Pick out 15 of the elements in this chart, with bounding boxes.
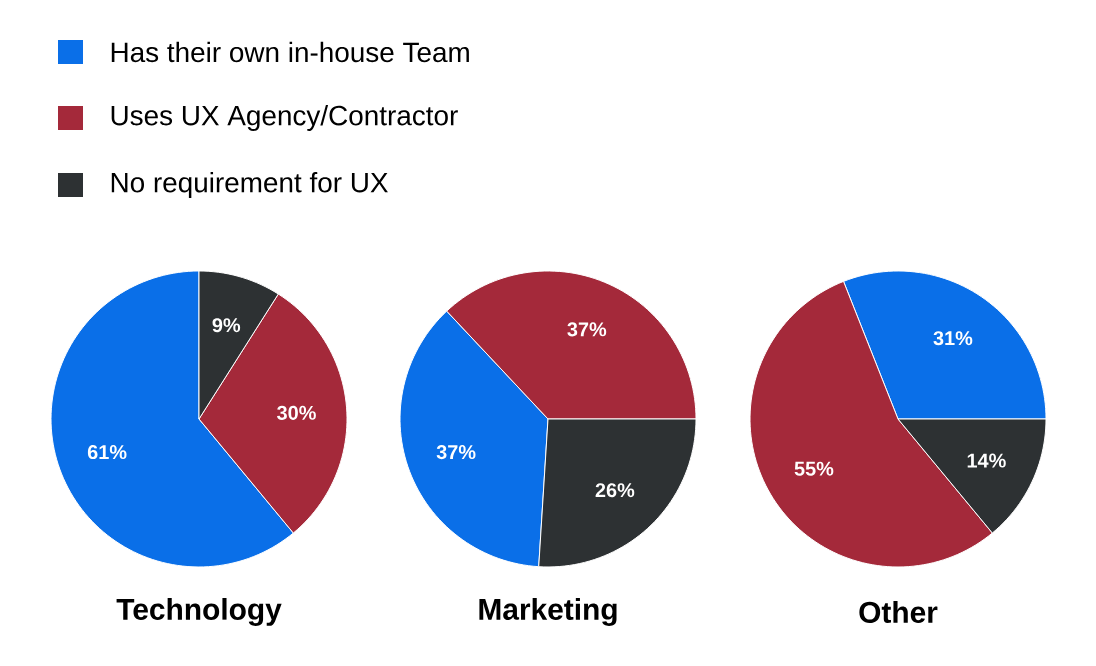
- text: Marketing: [479, 597, 617, 626]
- data-label: 30%: [277, 405, 316, 420]
- data-label: 14%: [967, 453, 1006, 468]
- data-label: 31%: [933, 331, 973, 346]
- legend-label: No requirement for UX: [111, 172, 388, 198]
- legend-label: Has their own in-house Team: [111, 41, 469, 63]
- text: Other: [859, 601, 938, 623]
- legend-label: Uses UX Agency/Contractor: [111, 105, 458, 131]
- text: Technology: [116, 597, 282, 626]
- data-label: 37%: [436, 445, 476, 460]
- data-label: 55%: [794, 461, 834, 476]
- data-label: 9%: [212, 318, 241, 333]
- data-label: 37%: [567, 322, 607, 337]
- data-label: 61%: [87, 445, 127, 460]
- data-label: 26%: [595, 483, 635, 498]
